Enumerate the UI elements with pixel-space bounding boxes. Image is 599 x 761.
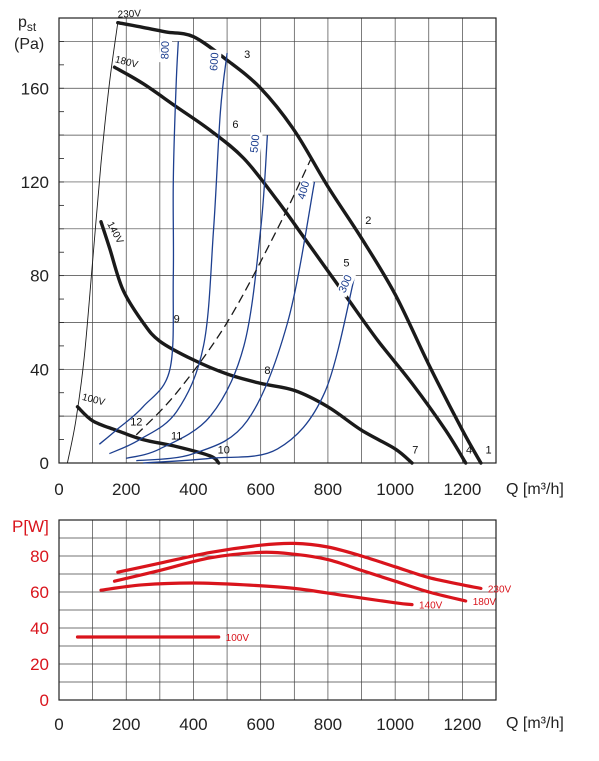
- pressure-boundary-line: [66, 22, 119, 464]
- pressure-plot-frame: [58, 17, 497, 464]
- rpm-label-500: 500: [248, 134, 262, 154]
- curve-number-7: 7: [412, 445, 418, 457]
- pressure-y-axis-unit: (Pa): [14, 36, 44, 53]
- rpm-label-group-500: 500: [248, 131, 263, 157]
- voltage-label-230v: 230V: [117, 8, 141, 20]
- pressure-x-tick-label: 0: [54, 480, 63, 499]
- rpm-label-background: [248, 131, 263, 157]
- rpm-label-background: [207, 49, 222, 75]
- rpm-label-background: [159, 38, 173, 63]
- pressure-y-tick-label: 0: [40, 454, 49, 473]
- system-curve-dashed: [135, 158, 312, 436]
- rpm-curve-800: [98, 41, 179, 445]
- power-curve-230v: [116, 541, 483, 590]
- rpm-curve-300: [142, 275, 356, 464]
- rpm-curve-600: [109, 53, 228, 455]
- pressure-y-tick-label: 80: [30, 267, 49, 286]
- pressure-y-tick-label: 160: [21, 79, 49, 98]
- pressure-x-tick-label: 600: [247, 480, 275, 499]
- power-curve-140v: [99, 581, 414, 607]
- power-label-180v: 180V: [473, 597, 497, 608]
- pressure-x-tick-label: 1200: [443, 480, 481, 499]
- curve-number-1: 1: [486, 445, 492, 457]
- power-plot-frame: [58, 519, 497, 701]
- curve-number-2: 2: [365, 215, 371, 227]
- power-curve-180v: [112, 550, 468, 603]
- pressure-curve-180v: [112, 65, 468, 465]
- pressure-curve-100v: [75, 405, 221, 465]
- pressure-x-tick-label: 400: [179, 480, 207, 499]
- pressure-y-axis-title: pst: [18, 14, 37, 34]
- rpm-label-group-800: 800: [159, 38, 173, 63]
- power-x-tick-label: 1200: [443, 715, 481, 734]
- curve-number-3: 3: [244, 49, 250, 61]
- pressure-y-tick-label: 40: [30, 360, 49, 379]
- power-y-tick-label: 60: [30, 583, 49, 602]
- curve-number-12: 12: [130, 417, 142, 429]
- rpm-curve-500: [126, 135, 269, 459]
- power-y-tick-label: 80: [30, 547, 49, 566]
- power-x-tick-label: 400: [179, 715, 207, 734]
- power-y-tick-label: 20: [30, 655, 49, 674]
- rpm-label-group-600: 600: [207, 49, 222, 75]
- rpm-label-group-400: 400: [295, 177, 314, 204]
- curve-number-5: 5: [343, 257, 349, 269]
- power-label-140v: 140V: [419, 601, 443, 612]
- power-label-230v: 230V: [488, 584, 512, 595]
- rpm-label-400: 400: [296, 180, 313, 201]
- rpm-label-600: 600: [208, 52, 221, 71]
- curve-number-9: 9: [174, 313, 180, 325]
- power-y-axis-title: P[W]: [12, 517, 49, 536]
- power-x-axis-title: Q [m³/h]: [506, 715, 564, 732]
- power-x-tick-label: 600: [247, 715, 275, 734]
- curve-number-8: 8: [264, 365, 270, 377]
- pressure-curve-140v: [99, 220, 414, 465]
- pressure-x-tick-label: 200: [112, 480, 140, 499]
- pressure-x-axis-title: Q [m³/h]: [506, 481, 564, 498]
- power-chart: 0 200 400 600 800 1000 1200 0 20 40 60 80 P[W] Q [m³/…: [12, 517, 564, 734]
- rpm-curve-400: [136, 181, 316, 462]
- power-label-100v: 100V: [226, 633, 250, 644]
- power-x-tick-label: 1000: [376, 715, 414, 734]
- pressure-x-tick-label: 1000: [376, 480, 414, 499]
- pressure-y-tick-label: 120: [21, 173, 49, 192]
- curve-number-10: 10: [218, 445, 230, 457]
- pressure-chart: 0 200 400 600 800 1000 1200 0 40 80 120 160 pst (Pa) Q…: [14, 8, 564, 499]
- power-y-tick-label: 40: [30, 619, 49, 638]
- power-x-tick-label: 200: [112, 715, 140, 734]
- curve-number-11: 11: [171, 431, 182, 443]
- pressure-curve-230v: [116, 21, 483, 465]
- power-y-tick-label: 0: [40, 691, 49, 710]
- rpm-label-800: 800: [159, 41, 172, 60]
- rpm-label-background: [335, 270, 357, 298]
- pressure-x-tick-label: 800: [314, 480, 342, 499]
- curve-number-4: 4: [466, 445, 472, 457]
- rpm-label-background: [295, 177, 314, 204]
- power-x-tick-label: 800: [314, 715, 342, 734]
- curve-number-6: 6: [232, 119, 238, 131]
- voltage-label-100v: 100V: [81, 392, 107, 408]
- power-x-tick-label: 0: [54, 715, 63, 734]
